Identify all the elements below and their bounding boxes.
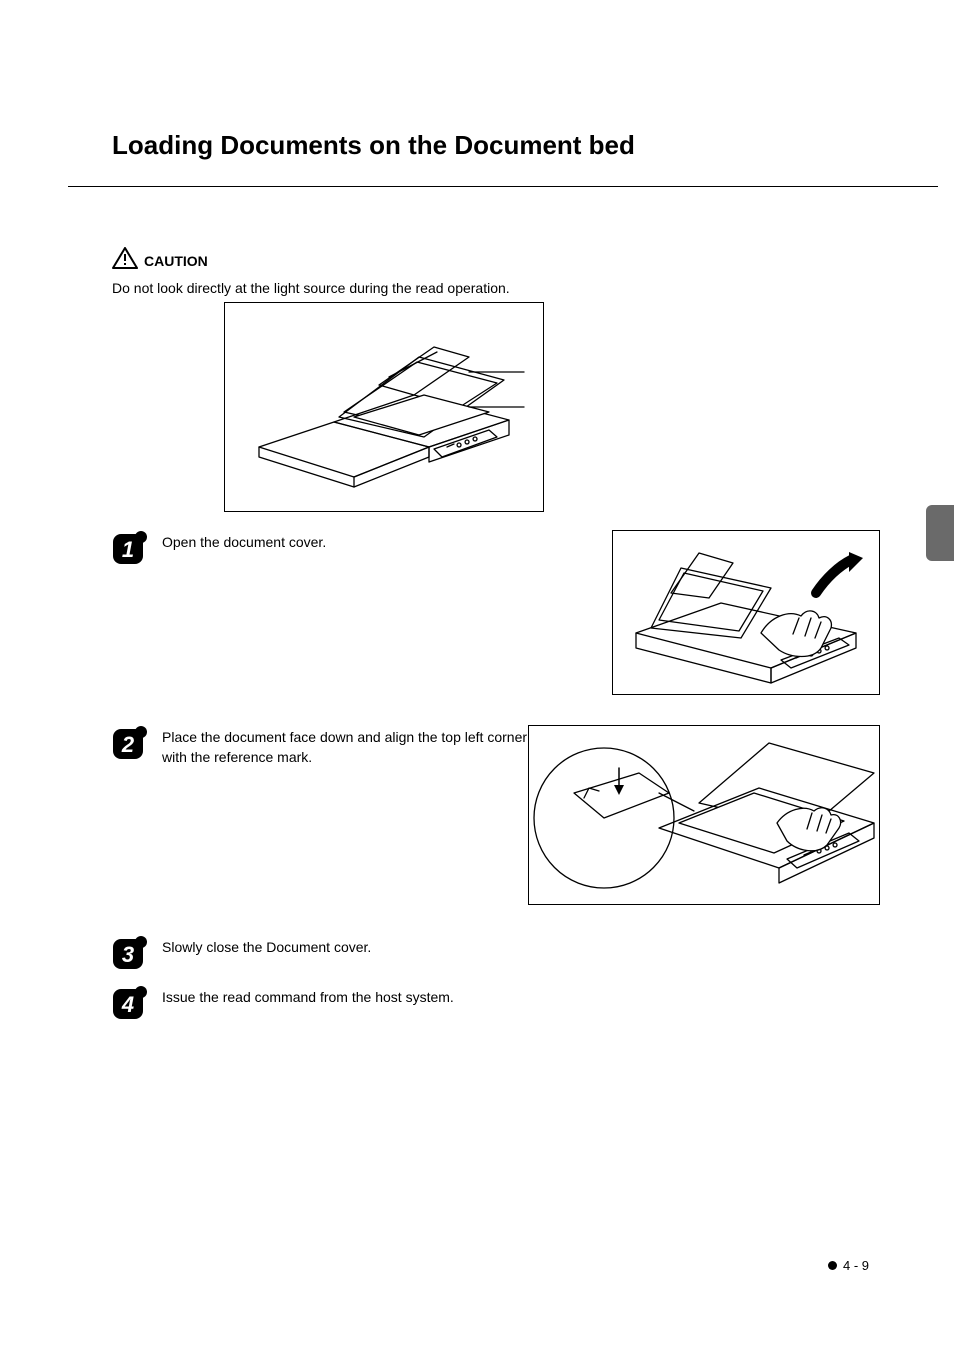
caution-label: CAUTION: [144, 253, 208, 269]
step-2-text: Place the document face down and align t…: [162, 725, 528, 768]
caution-icon: [112, 247, 138, 274]
step-3-number: 3: [122, 942, 134, 967]
step-3-text: Slowly close the Document cover.: [162, 935, 371, 957]
section-tab: [926, 505, 954, 561]
step-1-badge: 1: [112, 530, 148, 566]
page-number: 4 - 9: [843, 1258, 869, 1273]
step-1-number: 1: [122, 537, 134, 562]
step-4-text: Issue the read command from the host sys…: [162, 985, 454, 1007]
step-2-number: 2: [121, 732, 135, 757]
step-1-figure: [612, 530, 880, 695]
step-1-text: Open the document cover.: [162, 530, 326, 552]
step-2-figure: [528, 725, 880, 905]
page-title: Loading Documents on the Document bed: [112, 130, 886, 161]
footer-bullet-icon: [828, 1261, 837, 1270]
caution-text: Do not look directly at the light source…: [112, 280, 886, 296]
step-4-badge: 4: [112, 985, 148, 1021]
title-rule: [68, 186, 938, 187]
step-3-badge: 3: [112, 935, 148, 971]
caution-header: CAUTION: [112, 247, 886, 274]
step-2-badge: 2: [112, 725, 148, 761]
page-footer: 4 - 9: [828, 1258, 869, 1273]
hero-figure: [224, 302, 544, 512]
step-4-number: 4: [121, 992, 134, 1017]
